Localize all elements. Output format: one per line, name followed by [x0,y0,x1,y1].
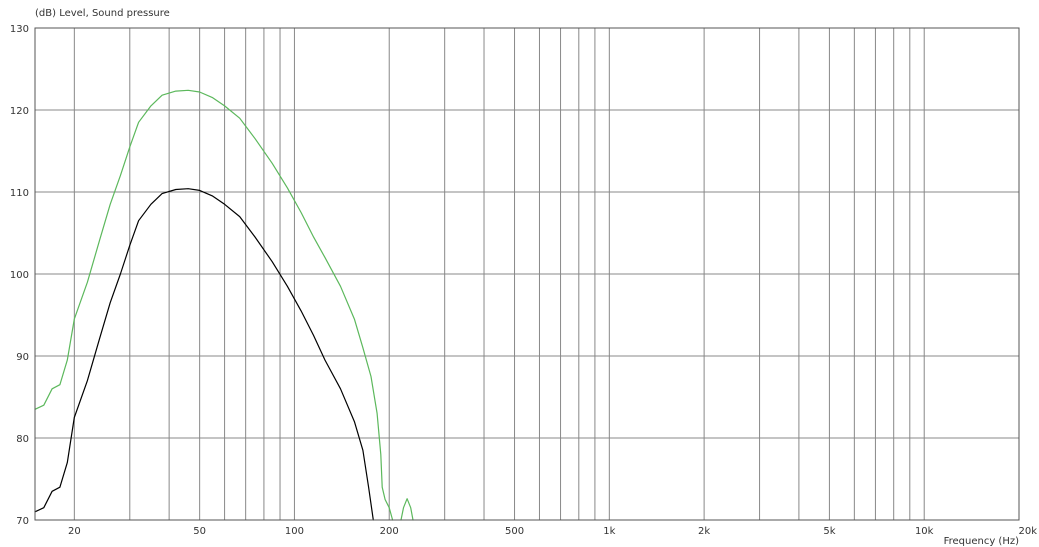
y-tick-label: 70 [16,516,29,527]
plot-frame [34,27,1020,521]
series-line [34,89,394,521]
x-tick-label: 200 [380,526,399,537]
y-axis-label: (dB) Level, Sound pressure [35,8,170,19]
x-tick-label: 1k [603,526,615,537]
x-tick-label: 5k [823,526,835,537]
y-tick-labels: 70 80 90 100 110 120 130 [10,24,29,527]
grid [35,27,1019,521]
series-line [34,188,374,521]
series-line [400,498,414,521]
x-axis-label: Frequency (Hz) [944,536,1020,547]
x-tick-labels: 20 50 100 200 500 1k 2k 5k 10k 20k [68,526,1037,537]
x-tick-label: 500 [505,526,524,537]
y-tick-label: 80 [16,434,29,445]
y-tick-label: 130 [10,24,29,35]
y-tick-label: 110 [10,188,29,199]
series-lines [34,89,414,521]
x-tick-label: 20k [1018,526,1037,537]
x-tick-label: 20 [68,526,81,537]
y-tick-label: 100 [10,270,29,281]
x-tick-label: 2k [698,526,710,537]
y-tick-label: 120 [10,106,29,117]
x-tick-label: 100 [285,526,304,537]
x-tick-label: 50 [193,526,206,537]
y-tick-label: 90 [16,352,29,363]
x-tick-label: 10k [915,526,934,537]
